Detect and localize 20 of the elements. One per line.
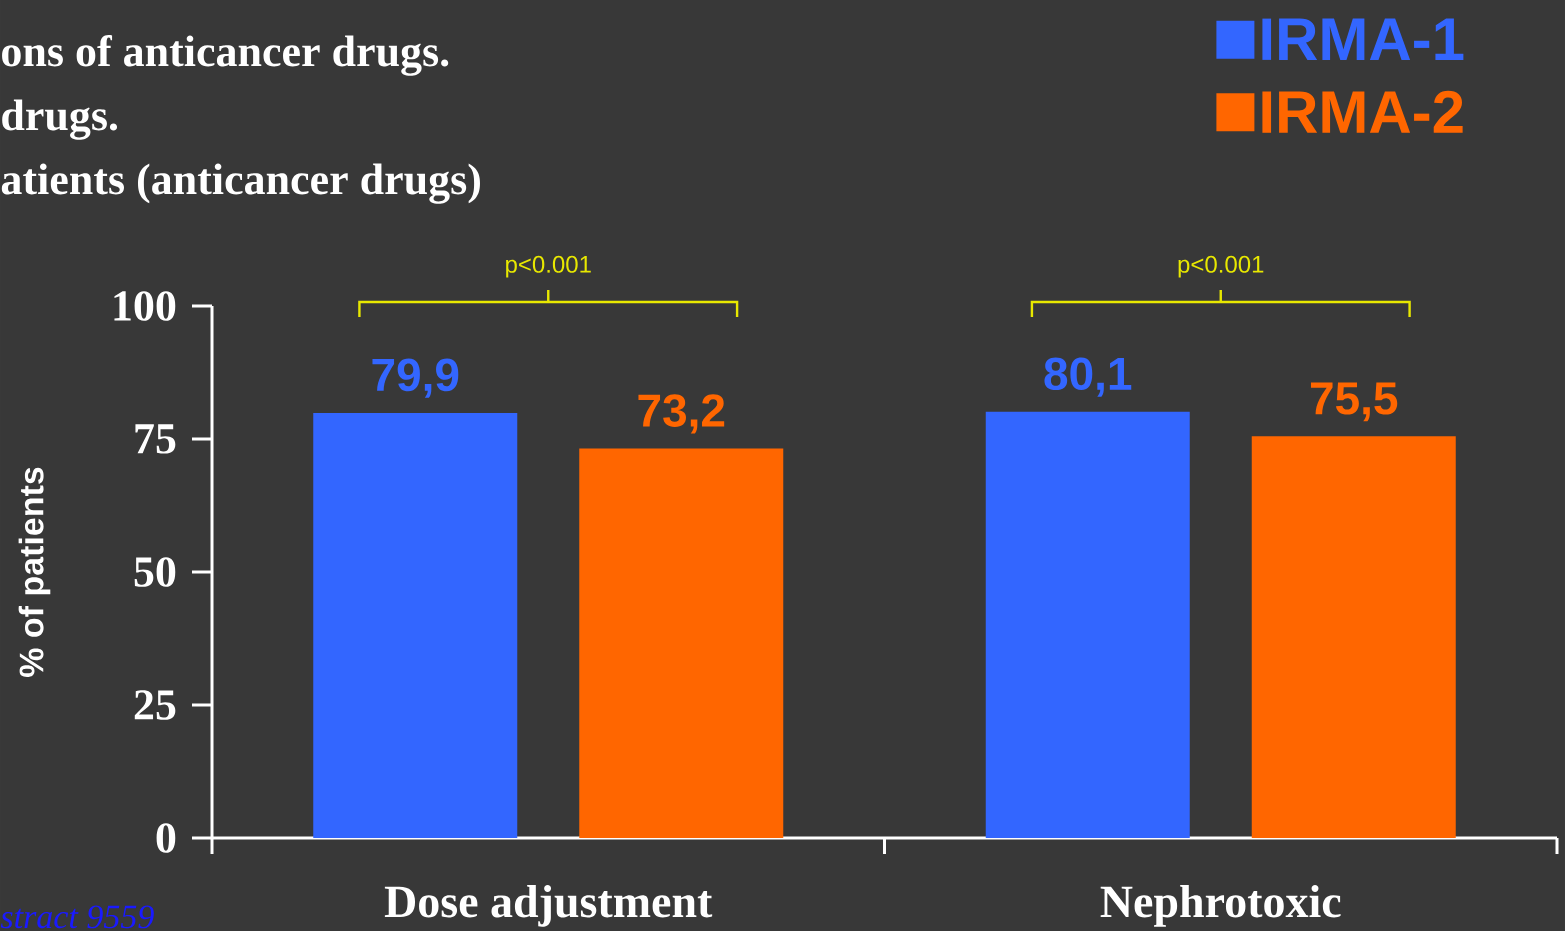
text: drugs. — [2, 99, 118, 140]
y-tick-label: 75 — [135, 424, 176, 454]
data-label: 73,2 — [638, 394, 725, 434]
data-label: 80,1 — [1044, 357, 1132, 397]
text: ons of anticancer drugs. — [2, 34, 449, 76]
text: stract 9559 — [0, 905, 154, 929]
data-label: 79,9 — [372, 358, 459, 398]
x-tick-label: Dose adjustment — [384, 884, 713, 927]
y-tick-label: 50 — [134, 556, 176, 587]
legend-label: IRMA-1 — [1262, 18, 1464, 60]
text: p<0.001 — [506, 255, 591, 278]
y-tick-label: 25 — [134, 689, 176, 720]
x-tick-label: Nephrotoxic — [1100, 884, 1341, 927]
y-tick-label: 0 — [156, 822, 176, 853]
legend-label: IRMA-2 — [1262, 90, 1463, 133]
y-axis-title: % of patients — [18, 467, 51, 677]
text: p<0.001 — [1178, 255, 1264, 278]
text: atients (anticancer drugs) — [1, 163, 480, 204]
y-tick-label: 100 — [114, 290, 176, 321]
data-label: 75,5 — [1310, 382, 1398, 422]
